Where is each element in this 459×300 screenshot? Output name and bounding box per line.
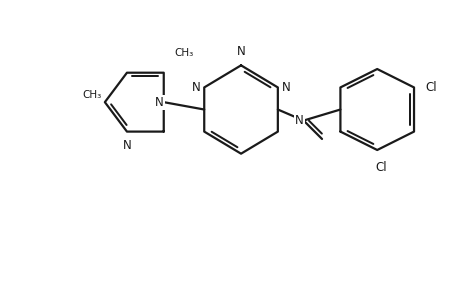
- Text: N: N: [191, 81, 200, 94]
- Text: Cl: Cl: [424, 81, 436, 94]
- Text: N: N: [281, 81, 290, 94]
- Text: N: N: [122, 139, 131, 152]
- Text: N: N: [155, 96, 163, 109]
- Text: Cl: Cl: [374, 161, 386, 174]
- Text: CH₃: CH₃: [82, 90, 101, 100]
- Text: N: N: [236, 45, 245, 58]
- Text: N: N: [294, 114, 303, 127]
- Text: CH₃: CH₃: [174, 48, 194, 58]
